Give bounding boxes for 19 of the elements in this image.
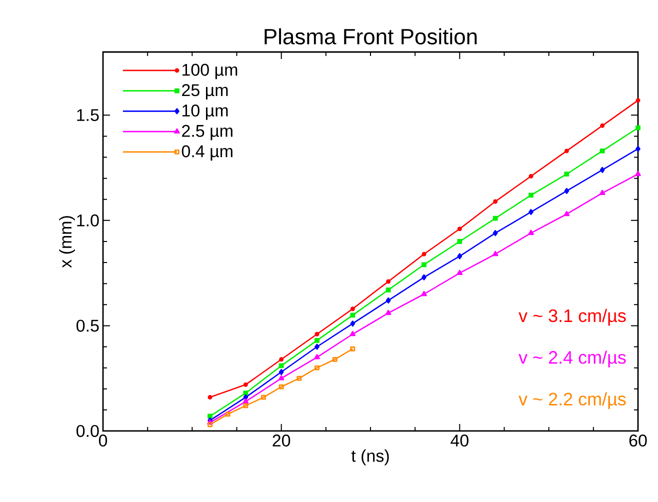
x-tick-label: 40 [450,434,468,447]
x-tick-label: 0 [98,434,108,447]
x-axis-title: t (ns) [351,449,389,466]
y-tick-label: 1.5 [77,109,99,122]
legend-label: 10 µm [182,104,228,120]
x-tick-label: 20 [272,434,290,447]
y-tick-label: 0.0 [76,424,99,438]
y-tick-label: 1.0 [77,214,99,226]
legend-label: 2.5 µm [182,124,232,140]
legend-label: 100 µm [182,64,238,80]
chart-title: Plasma Front Position [264,28,477,44]
y-axis-title: x (mm) [59,216,75,268]
annotation: v ~ 2.4 cm/µs [518,350,626,368]
annotation: v ~ 3.1 cm/µs [518,308,626,326]
annotation: v ~ 2.2 cm/µs [518,392,626,410]
legend-label: 0.4 µm [182,145,232,161]
x-tick-label: 60 [629,434,647,447]
y-tick-label: 0.5 [76,320,99,332]
legend-label: 25 µm [182,84,228,100]
